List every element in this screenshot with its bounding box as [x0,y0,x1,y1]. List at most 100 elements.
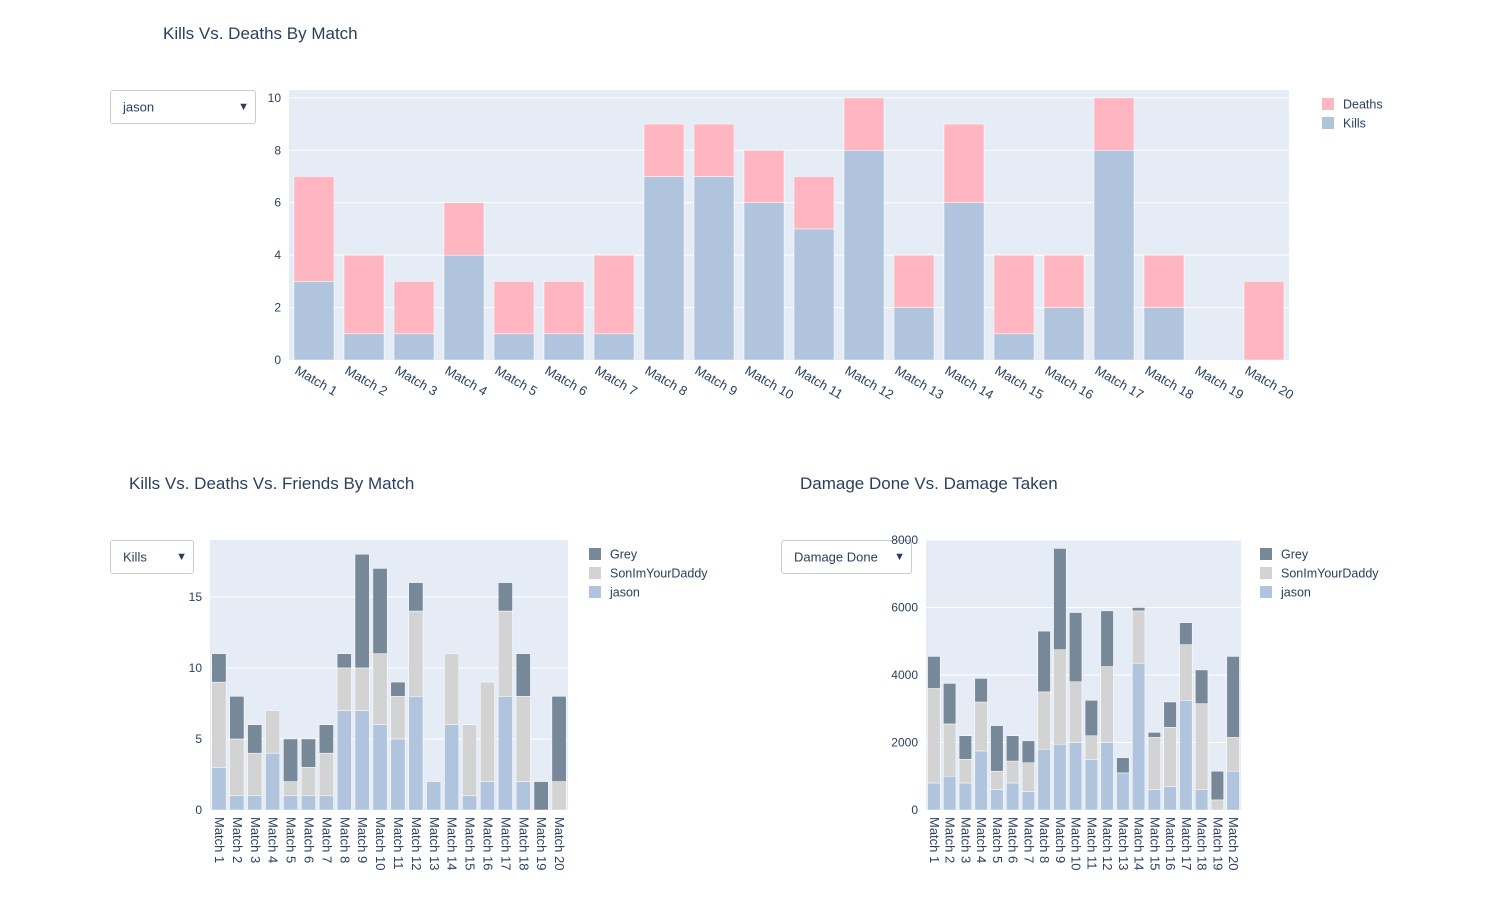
bar-deaths-14[interactable] [943,123,985,203]
legend-swatch-grey[interactable] [1260,548,1272,560]
bar-sonimyourdaddy-14[interactable] [444,653,460,725]
bar-grey-8[interactable] [336,653,352,669]
bar-grey-12[interactable] [1100,610,1114,667]
bar-jason-7[interactable] [1021,791,1035,811]
bar-jason-12[interactable] [408,696,424,811]
bar-grey-9[interactable] [354,553,370,669]
bar-jason-1[interactable] [927,782,941,811]
bar-sonimyourdaddy-18[interactable] [1195,703,1209,790]
legend-swatch-grey[interactable] [589,548,601,560]
bar-sonimyourdaddy-12[interactable] [1100,666,1114,743]
legend-swatch-deaths[interactable] [1322,98,1334,110]
bar-grey-11[interactable] [390,681,406,697]
bar-grey-10[interactable] [372,568,388,654]
legend-swatch-jason[interactable] [1260,586,1272,598]
bar-jason-6[interactable] [301,795,316,811]
bar-jason-3[interactable] [247,795,263,811]
bar-kills-9[interactable] [693,176,735,361]
bar-jason-15[interactable] [462,795,477,811]
bar-grey-20[interactable] [1226,656,1240,738]
bar-sonimyourdaddy-6[interactable] [301,767,316,797]
bar-deaths-1[interactable] [293,176,335,282]
bar-kills-4[interactable] [443,254,485,361]
bar-deaths-12[interactable] [843,97,885,151]
bar-grey-6[interactable] [301,738,316,768]
bar-jason-16[interactable] [1163,786,1177,811]
bar-grey-12[interactable] [408,582,424,612]
bar-deaths-2[interactable] [343,254,385,335]
legend-label-jason[interactable]: jason [1280,586,1311,600]
bar-jason-17[interactable] [497,696,513,811]
bar-grey-15[interactable] [1147,732,1161,738]
bar-grey-19[interactable] [533,781,549,811]
bar-grey-3[interactable] [247,724,263,754]
bar-sonimyourdaddy-1[interactable] [927,688,941,784]
bar-grey-20[interactable] [551,696,567,782]
bar-sonimyourdaddy-15[interactable] [1147,737,1161,790]
bar-jason-16[interactable] [480,781,495,811]
bar-kills-3[interactable] [393,333,435,361]
bar-deaths-18[interactable] [1143,254,1185,308]
bar-jason-4[interactable] [265,752,281,811]
bar-sonimyourdaddy-10[interactable] [1069,681,1083,743]
bar-sonimyourdaddy-8[interactable] [1037,691,1051,750]
bar-deaths-5[interactable] [493,281,535,335]
bar-sonimyourdaddy-4[interactable] [265,710,281,754]
legend-label-grey[interactable]: Grey [610,548,638,562]
bar-sonimyourdaddy-10[interactable] [372,653,388,725]
bar-grey-5[interactable] [990,725,1004,772]
bar-grey-17[interactable] [1179,622,1193,645]
bar-deaths-13[interactable] [893,254,935,308]
bar-jason-15[interactable] [1147,789,1161,811]
bar-jason-13[interactable] [426,781,442,811]
bar-sonimyourdaddy-9[interactable] [1053,649,1067,745]
bar-jason-6[interactable] [1006,782,1020,811]
bar-jason-5[interactable] [283,795,298,811]
bar-sonimyourdaddy-16[interactable] [1163,727,1177,787]
bar-jason-5[interactable] [990,789,1004,811]
bar-jason-2[interactable] [229,795,245,811]
bar-kills-7[interactable] [593,333,635,361]
bar-grey-6[interactable] [1006,735,1020,762]
bar-sonimyourdaddy-20[interactable] [1226,737,1240,772]
bar-grey-13[interactable] [1116,757,1130,774]
bar-deaths-9[interactable] [693,123,735,177]
bar-sonimyourdaddy-6[interactable] [1006,760,1020,784]
bar-kills-12[interactable] [843,150,885,361]
bar-jason-12[interactable] [1100,742,1114,811]
bar-grey-4[interactable] [974,678,988,703]
bar-deaths-16[interactable] [1043,254,1085,308]
legend-swatch-sonimyourdaddy[interactable] [589,567,601,579]
bar-grey-18[interactable] [1195,669,1209,704]
bar-kills-10[interactable] [743,202,785,361]
bar-kills-8[interactable] [643,176,685,361]
bar-deaths-11[interactable] [793,176,835,230]
bar-kills-11[interactable] [793,228,835,361]
bar-sonimyourdaddy-5[interactable] [990,770,1004,790]
bar-jason-11[interactable] [1084,759,1098,811]
bar-sonimyourdaddy-3[interactable] [247,752,263,797]
bar-grey-9[interactable] [1053,548,1067,650]
bar-sonimyourdaddy-7[interactable] [1021,762,1035,792]
legend-label-grey[interactable]: Grey [1281,548,1309,562]
bar-deaths-20[interactable] [1243,281,1285,361]
bar-grey-5[interactable] [283,738,298,782]
bar-grey-8[interactable] [1037,630,1051,693]
bar-jason-8[interactable] [1037,749,1051,811]
bar-jason-1[interactable] [211,767,227,811]
bar-sonimyourdaddy-2[interactable] [229,738,245,797]
bar-kills-1[interactable] [293,281,335,361]
bar-sonimyourdaddy-4[interactable] [974,701,988,752]
bar-sonimyourdaddy-15[interactable] [462,724,477,797]
bar-sonimyourdaddy-8[interactable] [336,667,352,711]
bar-jason-8[interactable] [336,710,352,811]
bar-grey-19[interactable] [1210,770,1224,801]
bar-jason-14[interactable] [444,724,460,811]
bar-jason-3[interactable] [958,782,972,811]
bar-deaths-4[interactable] [443,202,485,256]
bar-jason-17[interactable] [1179,700,1193,811]
bar-deaths-7[interactable] [593,254,635,335]
legend-swatch-kills[interactable] [1322,117,1334,129]
bar-grey-2[interactable] [229,696,245,740]
bar-kills-14[interactable] [943,202,985,361]
